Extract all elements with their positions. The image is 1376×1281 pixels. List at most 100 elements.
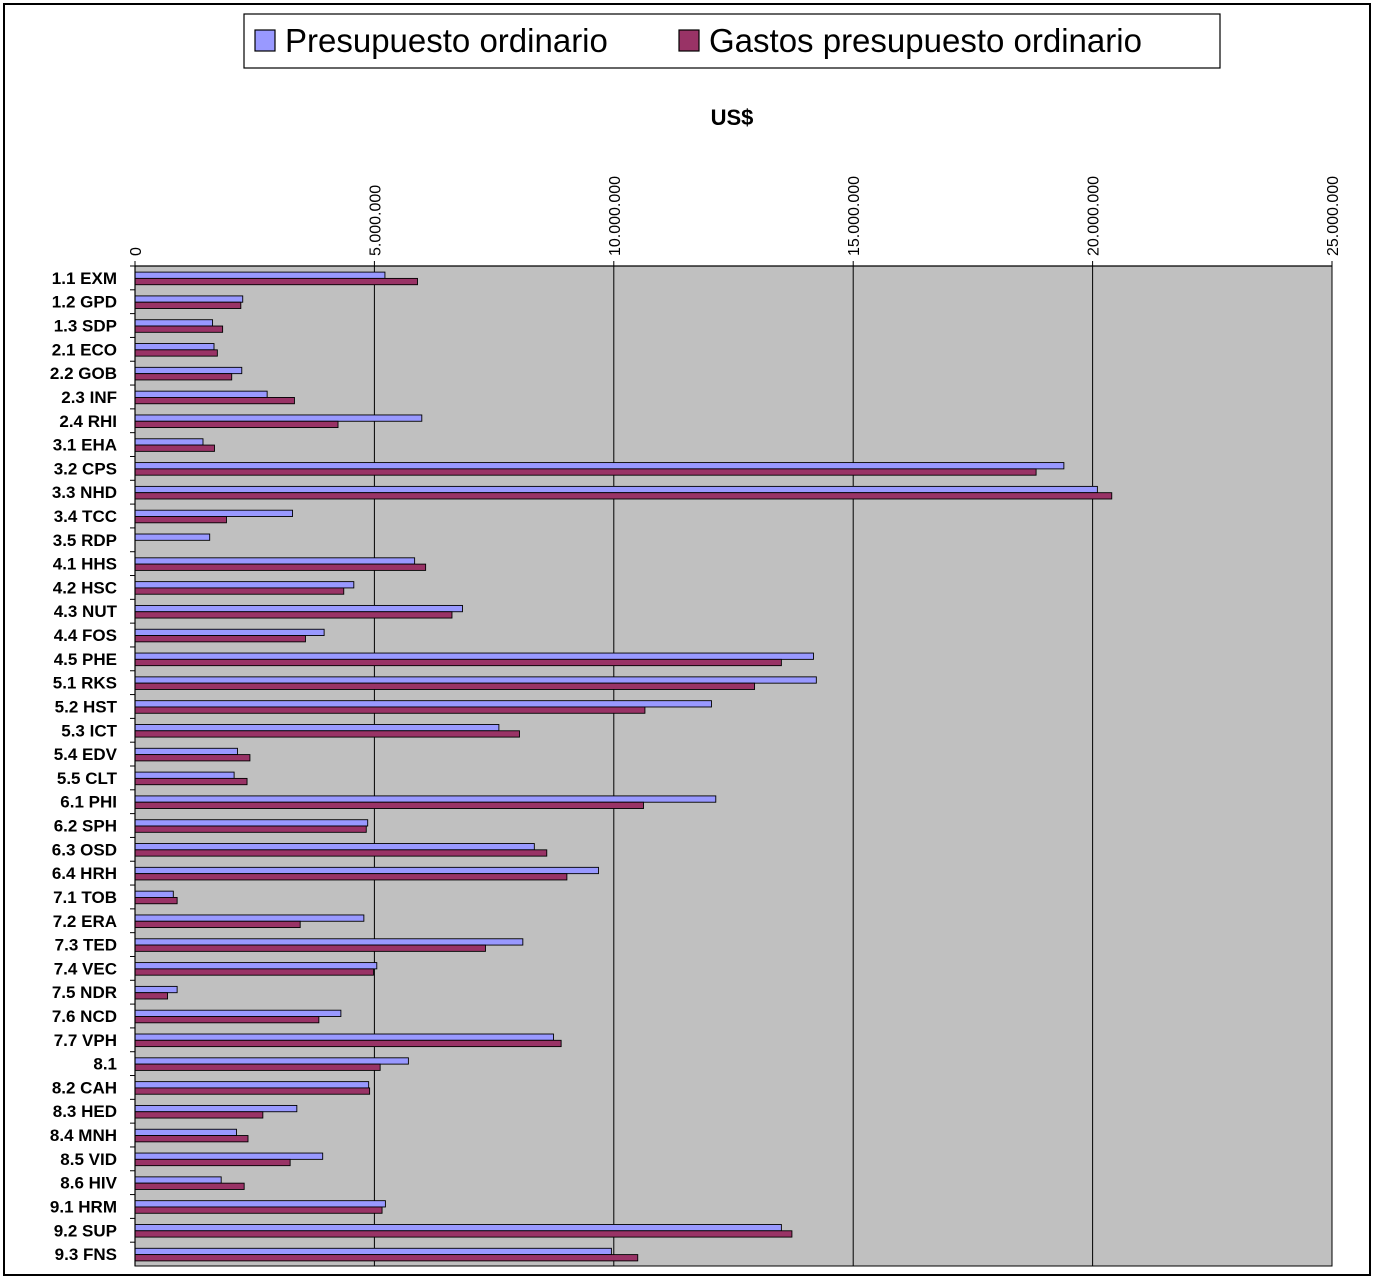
tick-label: 10.000.000 [607,176,624,256]
bar-gastos [134,1087,371,1095]
bar-presupuesto [134,557,416,565]
category-label: 4.4 FOS [54,626,117,645]
category-label: 7.3 TED [55,936,117,955]
gridlines [130,261,1333,1266]
bar-gastos [134,992,169,1000]
legend-swatch [254,29,276,52]
category-label: 8.1 [93,1055,117,1074]
category-label: 3.4 TCC [54,507,117,526]
category-label: 4.1 HHS [53,555,117,574]
category-label: 3.5 RDP [53,531,117,550]
bar-gastos [134,897,178,905]
legend: Presupuesto ordinario Gastos presupuesto … [243,13,1221,69]
bar-gastos [134,968,374,976]
bar-gastos [134,587,345,595]
bar-presupuesto [134,604,463,613]
bar-gastos [134,825,367,833]
category-label: 1.2 GPD [52,293,117,312]
bar-gastos [134,325,224,333]
bar-gastos [134,444,215,452]
bar-gastos [134,730,520,738]
category-label: 9.1 HRM [50,1197,117,1216]
bar-presupuesto [134,747,238,756]
bar-gastos [134,1206,383,1214]
bar-gastos [134,1063,381,1071]
bar-gastos [134,706,646,714]
bar-gastos [134,944,486,952]
bar-presupuesto [134,628,325,636]
bar-gastos [134,563,427,571]
bar-presupuesto [134,343,215,351]
bar-presupuesto [134,485,1098,494]
category-label: 3.3 NHD [52,483,117,502]
bar-presupuesto [134,1009,342,1017]
axis-title: US$ [711,105,754,130]
bar-presupuesto [134,914,365,922]
tick-label: 25.000.000 [1325,176,1342,256]
legend-entry: Gastos presupuesto ordinario [709,22,1142,59]
bar-gastos [134,397,295,405]
bar-presupuesto [134,652,814,660]
bar-presupuesto [134,700,712,708]
bar-presupuesto [134,1104,298,1113]
bar-presupuesto [134,724,500,732]
bar-presupuesto [134,795,717,803]
bar-presupuesto [134,462,1065,470]
bar-presupuesto [134,1081,370,1089]
category-label: 8.3 HED [53,1102,117,1121]
bar-presupuesto [134,581,355,589]
axes [134,265,1332,1266]
bar-gastos [134,277,418,286]
category-label: 3.2 CPS [54,459,117,478]
category-label: 2.4 RHI [59,412,117,431]
bar-gastos [134,373,233,381]
bar-gastos [134,1111,264,1119]
category-label: 5.4 EDV [54,745,118,764]
bar-presupuesto [134,1247,612,1256]
bar-presupuesto [134,390,268,398]
category-label: 7.2 ERA [53,912,117,931]
bar-presupuesto [134,938,524,946]
bar-presupuesto [134,1033,554,1041]
category-label: 6.3 OSD [52,840,117,859]
category-label: 4.2 HSC [53,578,117,597]
bar-presupuesto [134,1200,386,1208]
category-label: 5.2 HST [55,697,118,716]
bar-presupuesto [134,676,817,684]
category-label: 8.6 HIV [60,1174,117,1193]
bar-presupuesto [134,1176,222,1184]
bar-presupuesto [134,843,535,851]
bar-presupuesto [134,319,214,327]
category-label: 8.5 VID [60,1150,117,1169]
bar-presupuesto [134,819,369,827]
category-label: 4.3 NUT [54,602,118,621]
bar-gastos [134,682,756,690]
bar-gastos [134,1182,245,1190]
bar-gastos [134,468,1037,476]
category-label: 6.1 PHI [60,793,117,812]
bar-gastos [134,301,242,309]
bar-gastos [134,658,782,667]
bar-presupuesto [134,771,235,779]
category-labels: 1.1 EXM 1.2 GPD 1.3 SDP 2.1 ECO 2.2 GOB 2.3 I… [50,269,118,1264]
bar-gastos [134,349,218,357]
bar-presupuesto [134,438,204,446]
bar-presupuesto [134,962,378,970]
category-label: 3.1 EHA [53,436,117,455]
plot-area [134,265,1333,1267]
bar-gastos [134,920,301,929]
category-label: 8.2 CAH [52,1078,117,1097]
plot-background [134,265,1333,1267]
category-label: 2.3 INF [61,388,117,407]
bar-presupuesto [134,1057,409,1065]
bar-gastos [134,635,306,643]
bar-gastos [134,777,248,786]
bar-presupuesto [134,509,293,517]
bar-gastos [134,1016,320,1024]
bar-presupuesto [134,366,243,375]
category-label: 6.4 HRH [52,864,117,883]
category-label: 7.6 NCD [52,1007,117,1026]
bar-gastos [134,1039,562,1048]
legend-swatch [678,29,700,52]
